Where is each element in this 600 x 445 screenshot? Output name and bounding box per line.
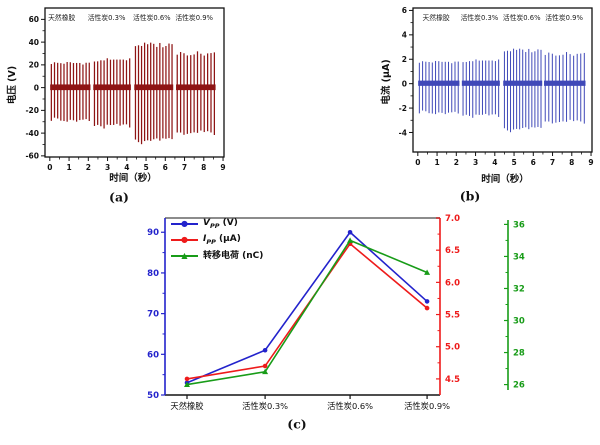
panel-a-xlabel: 时间（秒） bbox=[109, 173, 157, 184]
panel-c-legend: ● VPP (V) ● IPP (μA) ▲ 转移电荷 (nC) bbox=[171, 217, 263, 262]
svg-text:0: 0 bbox=[402, 79, 407, 88]
svg-text:90: 90 bbox=[147, 228, 159, 238]
svg-text:-20: -20 bbox=[25, 106, 39, 115]
panel-a-plot: 0 1 2 3 4 5 6 7 8 9 -60 -40 -20 0 20 40 60 天然橡胶 活性炭0.3% 活性炭… bbox=[25, 7, 226, 172]
panel-c-plot: 50 60 70 80 90 4.5 5.0 5.5 6.0 6.5 7.0 26 28 30 32 34 36… bbox=[147, 214, 525, 411]
svg-text:天然橡胶: 天然橡胶 bbox=[170, 401, 203, 411]
svg-text:活性炭0.3%: 活性炭0.3% bbox=[461, 13, 499, 22]
svg-text:5: 5 bbox=[511, 158, 516, 167]
svg-text:2: 2 bbox=[86, 163, 91, 172]
svg-text:6.5: 6.5 bbox=[445, 246, 460, 256]
svg-text:-60: -60 bbox=[25, 152, 39, 161]
svg-text:30: 30 bbox=[513, 317, 525, 327]
svg-text:0: 0 bbox=[415, 158, 420, 167]
svg-text:8: 8 bbox=[201, 163, 206, 172]
panel-c-caption: (c) bbox=[287, 416, 307, 432]
svg-text:4: 4 bbox=[492, 158, 497, 167]
svg-text:50: 50 bbox=[147, 391, 159, 401]
panel-b-ylabel: 电流 (μA) bbox=[381, 59, 392, 105]
svg-text:7: 7 bbox=[182, 163, 187, 172]
svg-text:40: 40 bbox=[29, 38, 39, 47]
svg-text:70: 70 bbox=[147, 310, 159, 320]
legend-label-vpp: VPP (V) bbox=[203, 217, 238, 230]
svg-text:60: 60 bbox=[29, 15, 39, 24]
svg-text:活性炭0.6%: 活性炭0.6% bbox=[133, 13, 171, 22]
annotations: 天然橡胶 活性炭0.3% 活性炭0.6% 活性炭0.9% bbox=[48, 13, 213, 22]
svg-text:8: 8 bbox=[569, 158, 574, 167]
ipp-line-marker-icon: ● bbox=[171, 235, 198, 245]
svg-text:6: 6 bbox=[531, 158, 536, 167]
svg-text:4.5: 4.5 bbox=[445, 375, 460, 385]
svg-text:20: 20 bbox=[29, 61, 39, 70]
svg-text:6: 6 bbox=[163, 163, 168, 172]
svg-text:3: 3 bbox=[105, 163, 110, 172]
svg-text:0: 0 bbox=[34, 83, 39, 92]
svg-text:5.5: 5.5 bbox=[445, 311, 460, 321]
svg-text:7: 7 bbox=[550, 158, 555, 167]
series-data bbox=[184, 229, 431, 387]
svg-text:60: 60 bbox=[147, 350, 159, 360]
svg-text:-2: -2 bbox=[399, 104, 407, 113]
svg-text:28: 28 bbox=[513, 349, 525, 359]
panel-a-ylabel: 电压 (V) bbox=[7, 65, 18, 105]
svg-text:34: 34 bbox=[513, 252, 525, 262]
svg-text:天然橡胶: 天然橡胶 bbox=[423, 13, 450, 22]
spike-data bbox=[50, 42, 216, 145]
vpp-line-marker-icon: ● bbox=[171, 219, 198, 229]
svg-text:1: 1 bbox=[434, 158, 439, 167]
svg-text:活性炭0.6%: 活性炭0.6% bbox=[503, 13, 541, 22]
spike-data bbox=[418, 48, 586, 133]
svg-text:9: 9 bbox=[220, 163, 225, 172]
annotations: 天然橡胶 活性炭0.3% 活性炭0.6% 活性炭0.9% bbox=[423, 13, 584, 22]
svg-text:4: 4 bbox=[402, 31, 407, 40]
svg-text:32: 32 bbox=[513, 284, 525, 294]
svg-text:活性炭0.3%: 活性炭0.3% bbox=[242, 401, 288, 411]
legend-label-charge: 转移电荷 (nC) bbox=[203, 251, 264, 262]
svg-text:-40: -40 bbox=[25, 129, 39, 138]
panel-a-caption: (a) bbox=[109, 189, 129, 205]
axes: 0 1 2 3 4 5 6 7 8 9 -60 -40 -20 0 20 40 60 bbox=[25, 7, 226, 172]
legend-label-ipp: IPP (μA) bbox=[203, 233, 241, 246]
svg-text:活性炭0.9%: 活性炭0.9% bbox=[404, 401, 450, 411]
axes: 0 1 2 3 4 5 6 7 8 9 -4 -2 0 2 4 6 bbox=[399, 6, 594, 167]
svg-text:活性炭0.9%: 活性炭0.9% bbox=[175, 13, 213, 22]
svg-text:6: 6 bbox=[402, 6, 407, 15]
svg-text:活性炭0.6%: 活性炭0.6% bbox=[327, 401, 373, 411]
svg-text:4: 4 bbox=[124, 163, 129, 172]
svg-text:活性炭0.9%: 活性炭0.9% bbox=[545, 13, 583, 22]
charge-line-marker-icon: ▲ bbox=[171, 251, 198, 261]
panel-b-xlabel: 时间（秒） bbox=[481, 174, 529, 185]
svg-text:80: 80 bbox=[147, 269, 159, 279]
legend-item-vpp: ● VPP (V) bbox=[171, 217, 263, 230]
svg-text:0: 0 bbox=[47, 163, 52, 172]
svg-text:3: 3 bbox=[473, 158, 478, 167]
svg-text:7.0: 7.0 bbox=[445, 214, 460, 224]
svg-text:2: 2 bbox=[402, 55, 407, 64]
legend-item-charge: ▲ 转移电荷 (nC) bbox=[171, 249, 263, 262]
svg-text:活性炭0.3%: 活性炭0.3% bbox=[88, 13, 126, 22]
svg-text:26: 26 bbox=[513, 381, 525, 391]
panel-b-caption: (b) bbox=[459, 188, 481, 204]
svg-text:1: 1 bbox=[66, 163, 71, 172]
svg-text:-4: -4 bbox=[399, 128, 407, 137]
svg-text:6.0: 6.0 bbox=[445, 278, 460, 288]
svg-text:5: 5 bbox=[143, 163, 148, 172]
axes: 50 60 70 80 90 4.5 5.0 5.5 6.0 6.5 7.0 26 28 30 32 34 36… bbox=[147, 214, 525, 411]
svg-text:天然橡胶: 天然橡胶 bbox=[48, 13, 75, 22]
panel-b-plot: 0 1 2 3 4 5 6 7 8 9 -4 -2 0 2 4 6 天然橡胶 活性炭0.3% 活性炭0.6% 活性炭0… bbox=[399, 6, 594, 167]
svg-text:2: 2 bbox=[454, 158, 459, 167]
svg-text:36: 36 bbox=[513, 220, 525, 230]
legend-item-ipp: ● IPP (μA) bbox=[171, 233, 263, 246]
svg-text:9: 9 bbox=[588, 158, 593, 167]
svg-text:5.0: 5.0 bbox=[445, 343, 460, 353]
